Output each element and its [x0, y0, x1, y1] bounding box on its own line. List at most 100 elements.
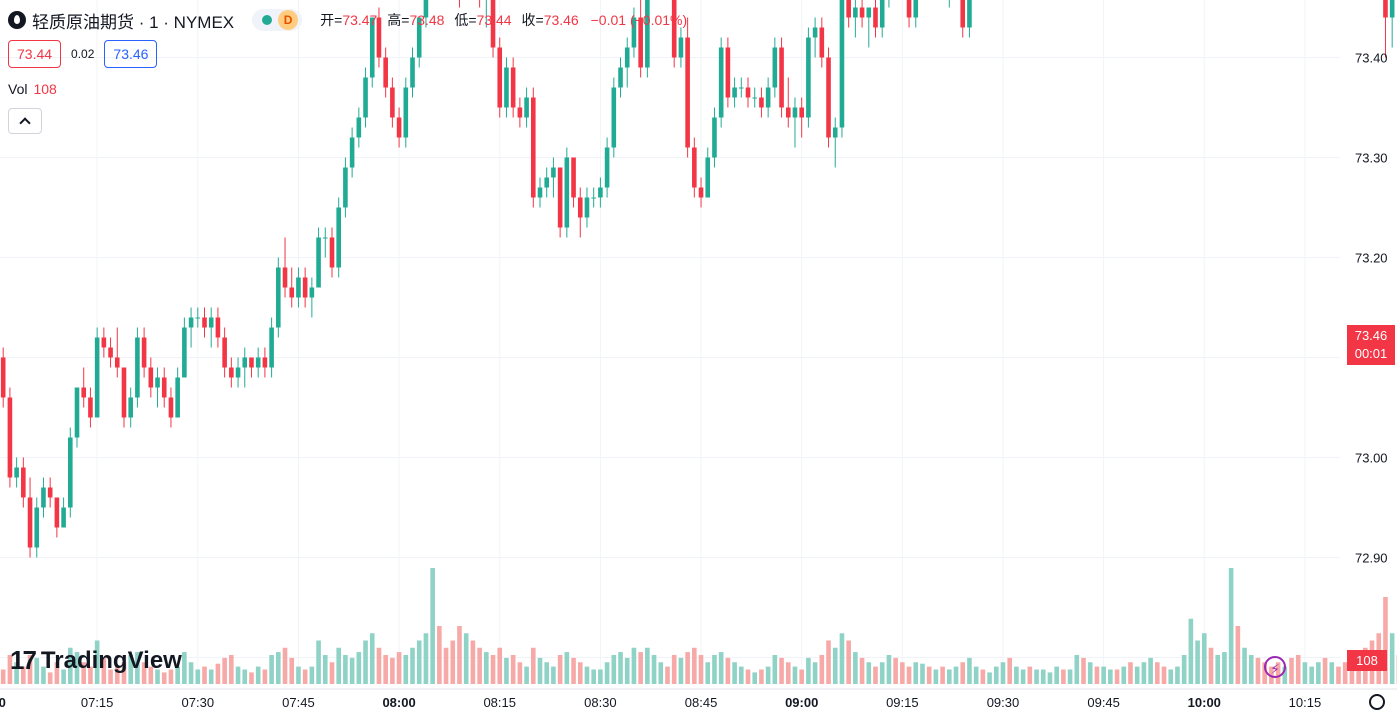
- time-tick-label: 09:45: [1087, 695, 1120, 710]
- candle-body: [879, 0, 885, 28]
- volume-bar: [1161, 666, 1167, 684]
- chart-grid: [0, 0, 1340, 684]
- volume-legend: Vol 108: [8, 81, 57, 97]
- volume-bar: [973, 666, 979, 684]
- candle-body: [577, 197, 583, 218]
- gear-icon[interactable]: [1369, 694, 1385, 710]
- volume-bar: [282, 647, 288, 684]
- candle-body: [215, 317, 221, 338]
- candle-body: [1383, 0, 1388, 18]
- volume-bar: [383, 655, 388, 684]
- volume-bar: [584, 666, 590, 684]
- volume-bar: [1034, 669, 1039, 684]
- candle-body: [27, 497, 33, 548]
- candle-body: [349, 137, 355, 168]
- volume-bar: [363, 640, 368, 684]
- volume-bar: [953, 666, 959, 684]
- volume-bar: [195, 669, 201, 684]
- volume-bar: [524, 666, 529, 684]
- candle-body: [671, 0, 677, 58]
- bar-countdown: 00:01: [1354, 346, 1388, 361]
- volume-bar: [1108, 669, 1113, 684]
- volume-bar: [926, 666, 932, 684]
- candle-body: [262, 357, 268, 368]
- volume-bar: [665, 666, 670, 684]
- volume-bar: [114, 666, 120, 684]
- candle-body: [242, 357, 248, 368]
- volume-bar: [980, 669, 986, 684]
- candle-body: [289, 287, 295, 298]
- candle-body: [873, 7, 878, 28]
- candle-body: [497, 47, 503, 108]
- volume-bar: [537, 657, 543, 684]
- tradingview-logo[interactable]: 17 TradingView: [10, 645, 182, 676]
- volume-bar: [1000, 662, 1006, 684]
- volume-bar: [1262, 662, 1267, 684]
- volume-bar: [806, 657, 811, 684]
- volume-bar: [1101, 666, 1106, 684]
- volume-bar: [698, 655, 704, 684]
- candle-body: [343, 167, 348, 208]
- candle-body: [135, 337, 140, 398]
- volume-bar: [430, 568, 435, 684]
- candle-body: [423, 0, 429, 18]
- candle-body: [705, 157, 711, 198]
- time-tick-label: 08:30: [584, 695, 617, 710]
- candle-body: [188, 317, 194, 328]
- volume-bar: [1383, 597, 1388, 684]
- symbol-title[interactable]: 轻质原油期货 · 1 · NYMEX: [32, 12, 235, 32]
- volume-bar: [410, 647, 415, 684]
- volume-bar: [128, 655, 133, 684]
- volume-bar: [853, 652, 858, 684]
- volume-bar: [886, 655, 892, 684]
- volume-bar: [262, 669, 268, 684]
- volume-bar: [920, 663, 925, 684]
- candle-body: [255, 357, 261, 368]
- volume-bar: [276, 652, 281, 684]
- candle-body: [175, 377, 180, 418]
- volume-bar: [799, 669, 804, 684]
- market-status[interactable]: D: [252, 9, 303, 31]
- volume-bar: [960, 662, 966, 684]
- candle-body: [571, 157, 576, 198]
- volume-bar: [624, 657, 630, 684]
- volume-bar: [1222, 652, 1227, 684]
- candle-body: [551, 167, 556, 178]
- volume-tag: 108: [1347, 650, 1387, 671]
- volume-bar: [490, 655, 496, 684]
- volume-bar: [900, 662, 905, 684]
- candle-body: [202, 317, 207, 328]
- candle-body: [584, 197, 590, 218]
- candle-body: [611, 87, 617, 148]
- time-tick-label: 09:30: [987, 695, 1020, 710]
- candle-body: [363, 77, 368, 118]
- sell-price-button[interactable]: 73.44: [8, 40, 62, 68]
- buy-price-button[interactable]: 73.46: [104, 40, 158, 68]
- volume-bar: [141, 662, 147, 684]
- time-axis[interactable]: :00 07:15 07:30 07:45 08:00 08:15 08:30 08:45 09…: [0, 688, 1397, 710]
- volume-bar: [1094, 666, 1100, 684]
- volume-bar: [1128, 662, 1133, 684]
- flash-icon[interactable]: ⚡: [1264, 656, 1286, 678]
- volume-bar: [1087, 662, 1093, 684]
- price-tick-label: 73.30: [1355, 151, 1388, 166]
- volume-bar: [349, 657, 355, 684]
- volume-bar: [423, 633, 429, 684]
- volume-bar: [242, 669, 248, 684]
- volume-bar: [1316, 662, 1321, 684]
- volume-bar: [1255, 657, 1261, 684]
- volume-bar: [678, 657, 684, 684]
- candle-body: [913, 0, 919, 18]
- collapse-legend-button[interactable]: [8, 108, 42, 134]
- candle-body: [383, 57, 388, 88]
- candle-body: [296, 277, 301, 298]
- candle-body: [839, 0, 845, 128]
- volume-bar: [765, 666, 771, 684]
- volume-bar: [1302, 662, 1308, 684]
- volume-bar: [517, 662, 523, 684]
- candle-body: [161, 377, 167, 398]
- volume-bar: [1061, 669, 1066, 684]
- time-tick-label: 07:30: [182, 695, 215, 710]
- price-tick-label: 73.20: [1355, 251, 1388, 266]
